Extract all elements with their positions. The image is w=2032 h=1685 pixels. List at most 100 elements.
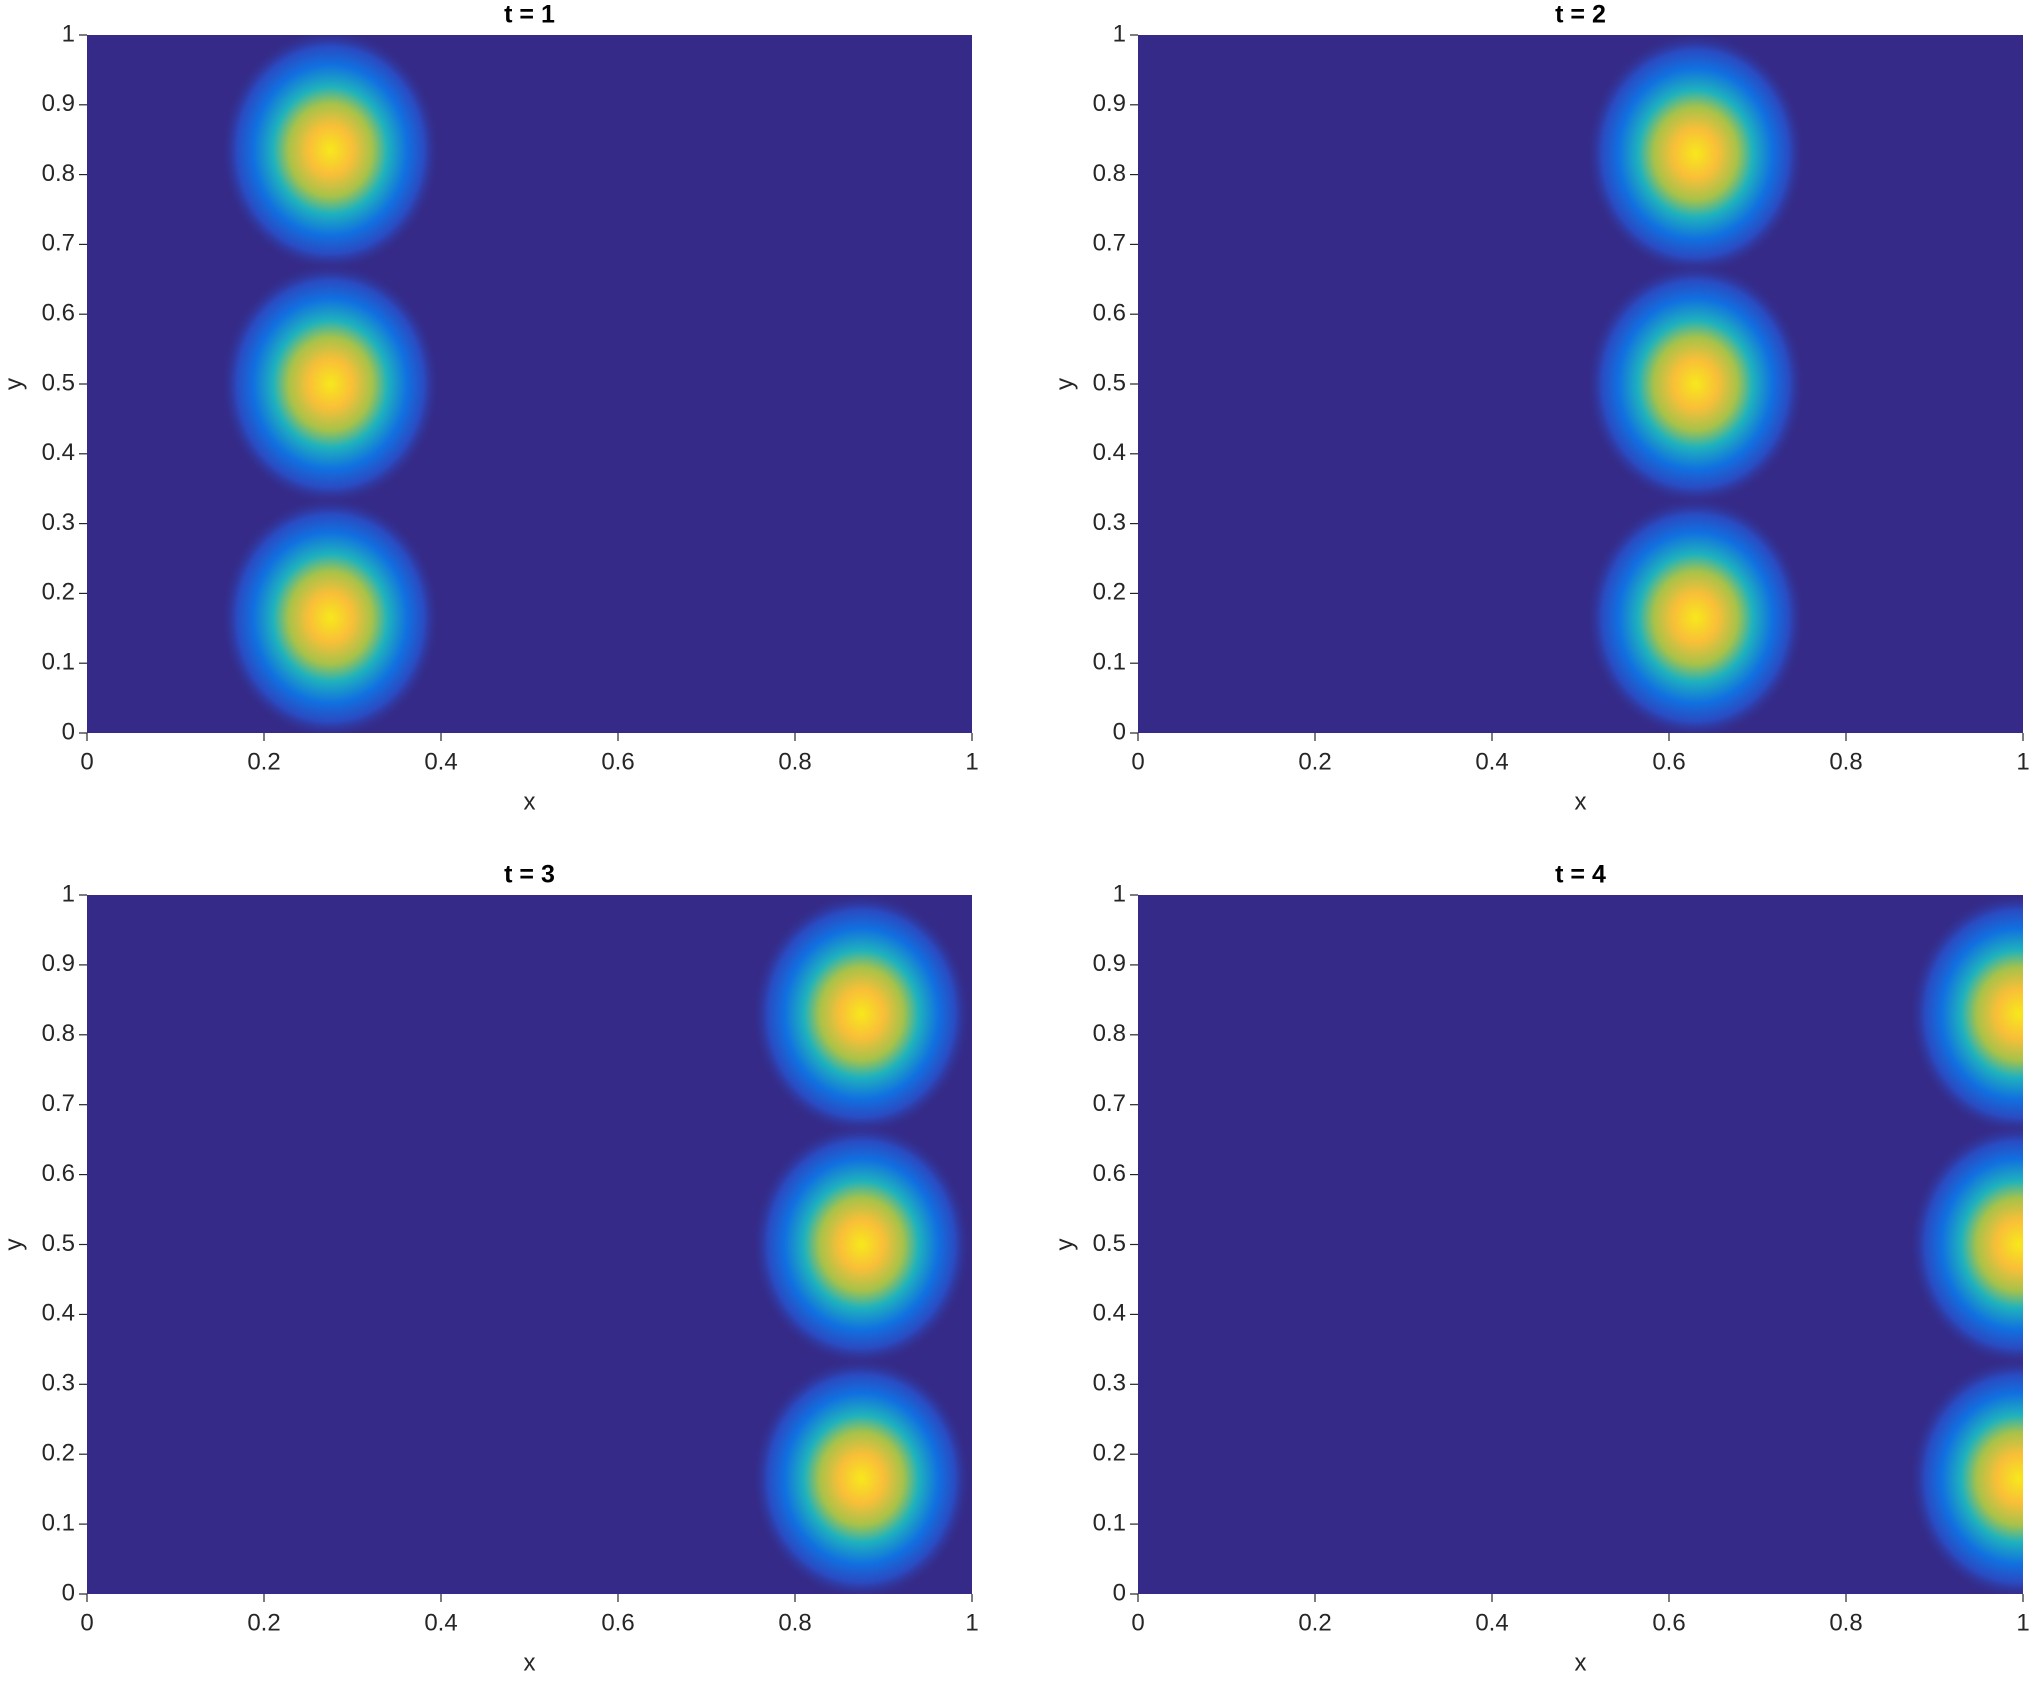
x-tick-label: 0.6	[1652, 1609, 1685, 1636]
x-tick-label: 0	[1131, 748, 1144, 775]
field	[1585, 35, 1806, 733]
x-axis-label: x	[1575, 1649, 1587, 1676]
y-tick-label: 1	[1113, 880, 1126, 907]
subplot: t = 2 x y 0 0.2 0.4 0.6 0.8 1 0 0.1 0.2 0.3 0.4 0.5 0.6…	[1051, 1, 2029, 816]
y-tick-label: 0.9	[1093, 950, 1126, 977]
x-tick-label: 0.8	[778, 748, 811, 775]
peak	[220, 495, 441, 733]
plot-background	[1138, 895, 2023, 1594]
x-tick-label: 0.6	[1652, 748, 1685, 775]
y-tick-label: 0.5	[1093, 1230, 1126, 1257]
y-tick-label: 0.7	[1093, 230, 1126, 257]
peak	[1585, 35, 1806, 276]
subplot-title: t = 4	[1555, 861, 1606, 889]
y-tick-label: 0.5	[42, 1230, 75, 1257]
x-axis-label: x	[1575, 788, 1587, 815]
y-axis-label: y	[0, 1239, 27, 1251]
y-tick-label: 0.9	[1093, 90, 1126, 117]
x-tick-label: 0.2	[1298, 748, 1331, 775]
y-axis-label: y	[0, 378, 27, 390]
peak	[1908, 1356, 2023, 1594]
y-tick-label: 0.6	[42, 1160, 75, 1187]
x-tick-label: 0.2	[1298, 1609, 1331, 1636]
peak	[220, 35, 441, 273]
x-tick-label: 0	[1131, 1609, 1144, 1636]
peak	[1585, 262, 1806, 506]
y-tick-label: 0.8	[42, 160, 75, 187]
y-tick-label: 0.8	[42, 1020, 75, 1047]
y-tick-label: 0.7	[42, 1090, 75, 1117]
y-tick-label: 0.7	[1093, 1090, 1126, 1117]
peak	[751, 1356, 972, 1594]
peak	[1908, 895, 2023, 1136]
peak	[1585, 495, 1806, 733]
y-tick-label: 0.5	[42, 369, 75, 396]
y-axis-label: y	[1051, 378, 1078, 390]
subplot-title: t = 2	[1555, 1, 1606, 29]
x-tick-label: 0.6	[601, 748, 634, 775]
y-tick-label: 0.1	[1093, 1509, 1126, 1536]
y-tick-label: 0.3	[1093, 1370, 1126, 1397]
subplot: t = 3 x y 0 0.2 0.4 0.6 0.8 1 0 0.1 0.2 0.3 0.4 0.5 0.6…	[0, 861, 978, 1677]
y-tick-label: 0.8	[1093, 1020, 1126, 1047]
peak	[751, 895, 972, 1136]
x-tick-label: 0.8	[1829, 1609, 1862, 1636]
y-tick-label: 0.3	[1093, 509, 1126, 536]
x-tick-label: 1	[965, 1609, 978, 1636]
y-tick-label: 0	[1113, 1579, 1126, 1606]
y-tick-label: 0.2	[1093, 1440, 1126, 1467]
y-tick-label: 0.9	[42, 90, 75, 117]
y-tick-label: 0.3	[42, 509, 75, 536]
y-tick-label: 0.5	[1093, 369, 1126, 396]
x-tick-label: 0.2	[247, 1609, 280, 1636]
y-tick-label: 0.6	[42, 300, 75, 327]
y-tick-label: 0.3	[42, 1370, 75, 1397]
x-axis-label: x	[524, 1649, 536, 1676]
x-tick-label: 0.4	[1475, 748, 1508, 775]
subplot: t = 1 x y 0 0.2 0.4 0.6 0.8 1 0 0.1 0.2 0.3 0.4 0.5 0.6…	[0, 1, 978, 816]
plot-background	[1138, 35, 2023, 733]
subplot-title: t = 3	[504, 861, 555, 889]
y-tick-label: 0.2	[42, 579, 75, 606]
y-tick-label: 0	[1113, 718, 1126, 745]
x-tick-label: 1	[965, 748, 978, 775]
x-tick-label: 0.4	[1475, 1609, 1508, 1636]
field	[220, 35, 441, 733]
y-tick-label: 0.2	[42, 1440, 75, 1467]
y-tick-label: 0.7	[42, 230, 75, 257]
x-axis-label: x	[524, 788, 536, 815]
y-tick-label: 0.4	[1093, 439, 1126, 466]
peak	[1908, 1122, 2023, 1367]
plot-background	[87, 35, 972, 733]
y-tick-label: 0.4	[42, 439, 75, 466]
y-tick-label: 1	[1113, 20, 1126, 47]
y-tick-label: 0.9	[42, 950, 75, 977]
y-tick-label: 0	[62, 718, 75, 745]
y-tick-label: 0	[62, 1579, 75, 1606]
subplot: t = 4 x y 0 0.2 0.4 0.6 0.8 1 0 0.1 0.2 0.3 0.4 0.5 0.6…	[1051, 861, 2029, 1677]
y-tick-label: 1	[62, 20, 75, 47]
x-tick-label: 0.4	[424, 748, 457, 775]
x-tick-label: 0.8	[1829, 748, 1862, 775]
x-tick-label: 0.8	[778, 1609, 811, 1636]
y-tick-label: 0.6	[1093, 300, 1126, 327]
subplot-title: t = 1	[504, 1, 555, 29]
x-tick-label: 1	[2016, 748, 2029, 775]
x-tick-label: 0	[80, 1609, 93, 1636]
y-tick-label: 0.4	[1093, 1300, 1126, 1327]
x-tick-label: 0.2	[247, 748, 280, 775]
x-tick-label: 0	[80, 748, 93, 775]
y-tick-label: 0.8	[1093, 160, 1126, 187]
y-tick-label: 0.4	[42, 1300, 75, 1327]
x-tick-label: 0.6	[601, 1609, 634, 1636]
y-tick-label: 1	[62, 880, 75, 907]
y-tick-label: 0.1	[1093, 649, 1126, 676]
field	[751, 895, 972, 1594]
x-tick-label: 1	[2016, 1609, 2029, 1636]
x-tick-label: 0.4	[424, 1609, 457, 1636]
y-tick-label: 0.6	[1093, 1160, 1126, 1187]
peak	[220, 262, 441, 506]
y-tick-label: 0.2	[1093, 579, 1126, 606]
y-axis-label: y	[1051, 1239, 1078, 1251]
